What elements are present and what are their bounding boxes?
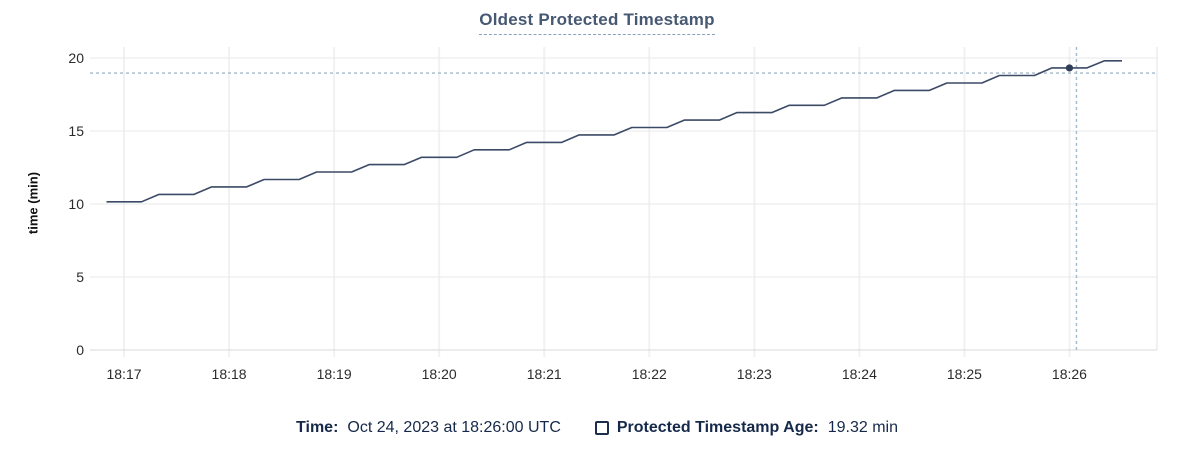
- x-tick-label: 18:18: [212, 366, 247, 382]
- chart-title[interactable]: Oldest Protected Timestamp: [479, 10, 715, 35]
- y-axis-tick-labels: 0 5 10 15 20: [68, 50, 84, 358]
- legend-series-label: Protected Timestamp Age:: [616, 419, 819, 436]
- series-checkbox-icon[interactable]: [594, 421, 609, 435]
- line-chart[interactable]: 0 5 10 15 20 18:17 18:18 18:19 18:20 18:21 18:22 18…: [0, 0, 1194, 400]
- series-line: [106, 59, 1122, 203]
- vertical-gridlines: [123, 47, 1158, 357]
- y-axis-label: time (min): [25, 171, 41, 235]
- chart-legend: Time: Oct 24, 2023 at 18:26:00 UTC Prote…: [0, 419, 1194, 437]
- x-tick-label: 18:23: [737, 366, 772, 382]
- x-tick-label: 18:17: [106, 366, 141, 382]
- crosshair: [90, 47, 1157, 350]
- y-tick-label: 0: [76, 342, 84, 358]
- x-tick-label: 18:21: [527, 366, 562, 382]
- x-tick-label: 18:25: [947, 366, 982, 382]
- legend-time-value: Oct 24, 2023 at 18:26:00 UTC: [347, 419, 561, 436]
- y-tick-label: 10: [68, 196, 84, 212]
- x-axis-tick-labels: 18:17 18:18 18:19 18:20 18:21 18:22 18:23 18:24…: [106, 366, 1087, 382]
- legend-series-group: Protected Timestamp Age: 19.32 min: [594, 419, 898, 437]
- y-tick-label: 5: [76, 269, 84, 285]
- y-tick-label: 15: [68, 123, 84, 139]
- legend-series-value: 19.32 min: [827, 419, 898, 436]
- legend-time-group: Time: Oct 24, 2023 at 18:26:00 UTC: [296, 419, 561, 437]
- x-tick-label: 18:19: [317, 366, 352, 382]
- y-tick-label: 20: [68, 50, 84, 66]
- horizontal-gridlines: [90, 57, 1157, 351]
- chart-title-row: Oldest Protected Timestamp: [0, 10, 1194, 35]
- hover-point[interactable]: [1065, 64, 1074, 72]
- x-tick-label: 18:20: [422, 366, 457, 382]
- x-tick-label: 18:22: [632, 366, 667, 382]
- x-tick-label: 18:26: [1052, 366, 1087, 382]
- legend-time-label: Time:: [296, 419, 339, 436]
- x-tick-label: 18:24: [842, 366, 877, 382]
